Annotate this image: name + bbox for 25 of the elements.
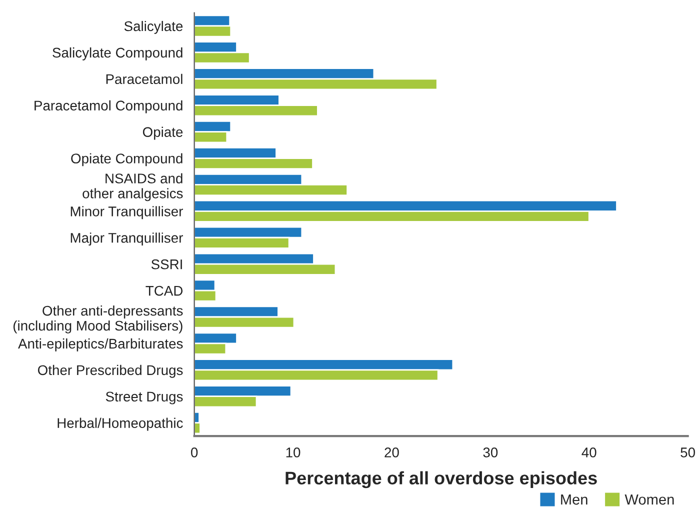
x-tick-label: 30 [483,448,498,458]
y-tick-label: Opiate Compound [71,153,182,166]
y-tick-label: Other Prescribed Drugs [38,364,183,378]
legend-label: Men [561,494,588,505]
y-tick-label: Other anti-depressants (including Mood Stabilisers) [13,305,183,334]
y-tick-label: TCAD [146,286,183,296]
y-tick-label: SSRI [151,259,182,270]
y-tick-label: Herbal/Homeopathic [58,418,183,431]
y-tick-label: Opiate [142,126,183,140]
y-tick-label: Salicylate Compound [52,47,182,60]
y-tick-label: Salicylate [124,20,183,34]
x-tick-label: 0 [191,448,198,458]
x-tick-label: 40 [582,448,596,458]
x-axis-title: Percentage of all overdose episodes [286,471,597,488]
y-tick-label: NSAIDS and other analgesics [82,173,183,202]
legend-label: Women [624,494,674,505]
x-tick-label: 50 [680,448,695,458]
x-tick-label: 10 [286,448,300,458]
y-tick-label: Minor Tranquilliser [70,206,183,220]
x-tick-label: 20 [384,448,399,458]
y-tick-label: Street Drugs [106,392,183,404]
y-tick-label: Anti-epileptics/Barbiturates [18,338,183,352]
y-tick-label: Paracetamol Compound [34,100,182,114]
y-tick-label: Major Tranquilliser [70,232,183,246]
y-tick-label: Paracetamol [106,74,182,84]
